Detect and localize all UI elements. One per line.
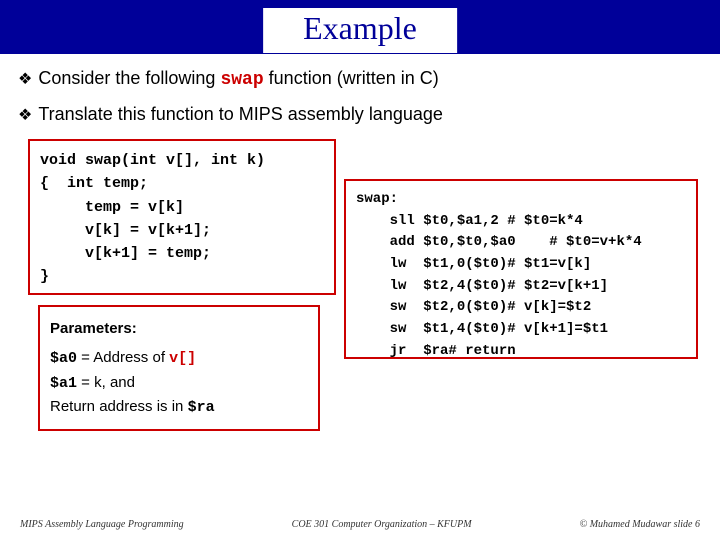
param-a1: $a1 <box>50 375 77 392</box>
parameters-heading: Parameters: <box>50 317 308 340</box>
param-line-1: $a0 = Address of v[] <box>50 346 308 370</box>
bullet-marker: ❖ <box>18 105 32 125</box>
title-bar: Example <box>0 0 720 54</box>
bullet-1-text-post: function (written in C) <box>264 68 439 88</box>
code-row: void swap(int v[], int k) { int temp; te… <box>18 139 702 431</box>
bullet-1-keyword: swap <box>220 70 263 90</box>
bullet-2: ❖ Translate this function to MIPS assemb… <box>18 104 702 125</box>
footer-right: © Muhamed Mudawar slide 6 <box>580 519 700 530</box>
param-line-2: $a1 = k, and <box>50 371 308 395</box>
left-column: void swap(int v[], int k) { int temp; te… <box>28 139 336 431</box>
bullet-1: ❖ Consider the following swap function (… <box>18 68 702 90</box>
bullet-2-text: Translate this function to MIPS assembly… <box>38 104 443 125</box>
footer: MIPS Assembly Language Programming COE 3… <box>0 519 720 530</box>
footer-left: MIPS Assembly Language Programming <box>20 519 184 530</box>
param-l3-pre: Return address is in <box>50 398 188 415</box>
bullet-marker: ❖ <box>18 69 32 89</box>
title-box: Example <box>263 8 457 53</box>
param-l2-mid: = k <box>77 374 102 391</box>
mips-code-block: swap: sll $t0,$a1,2 # $t0=k*4 add $t0,$t… <box>344 179 698 359</box>
param-l2-end: , and <box>102 374 135 391</box>
param-l1-mid: = Address of <box>77 349 169 366</box>
parameters-block: Parameters: $a0 = Address of v[] $a1 = k… <box>38 305 320 431</box>
footer-center: COE 301 Computer Organization – KFUPM <box>292 519 472 530</box>
param-ra: $ra <box>188 399 215 416</box>
param-v-array: v[] <box>169 350 196 367</box>
content-area: ❖ Consider the following swap function (… <box>0 54 720 431</box>
param-a0: $a0 <box>50 350 77 367</box>
slide-title: Example <box>303 10 417 46</box>
c-code-block: void swap(int v[], int k) { int temp; te… <box>28 139 336 295</box>
param-line-3: Return address is in $ra <box>50 395 308 419</box>
bullet-1-text-pre: Consider the following <box>38 68 220 88</box>
